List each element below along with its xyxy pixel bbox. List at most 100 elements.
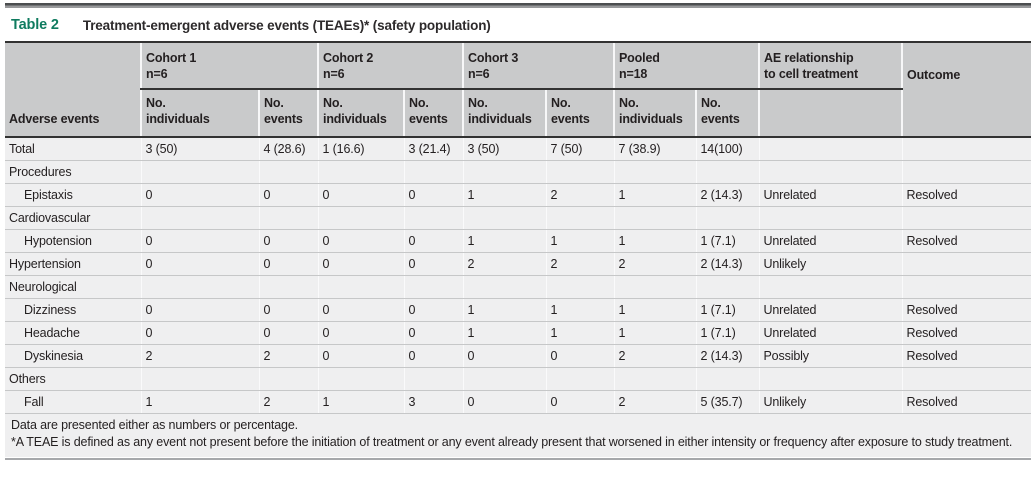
table-cell (140, 160, 259, 184)
col-header-pooled-events: No. events (695, 89, 759, 138)
table-row: Dizziness 0 0 0 0 1 1 1 1 (7.1) Unrelated Resolved (5, 298, 1031, 322)
table-cell: 3 (403, 390, 463, 414)
table-cell (901, 206, 1031, 230)
table-cell: 1 (7.1) (695, 321, 759, 345)
table-cell: 1 (462, 298, 546, 322)
col-group-pooled: Pooled n=18 (613, 43, 759, 90)
table-cell: 2 (14.3) (695, 183, 759, 207)
row-label: Fall (5, 390, 141, 414)
footnote-teae-definition: *A TEAE is defined as any event not pres… (11, 435, 1013, 450)
table-cell: 2 (462, 252, 546, 276)
table-row: Epistaxis 0 0 0 0 1 2 1 2 (14.3) Unrelated Resolve… (5, 183, 1031, 207)
cohort2-label: Cohort 2 (323, 50, 374, 65)
col-header-ae-relationship: AE relationship to cell treatment (758, 43, 902, 90)
category-label: Cardiovascular (5, 206, 141, 230)
table-cell: 0 (140, 183, 259, 207)
outcome-spacer-cell (901, 89, 1031, 138)
table-cell: 0 (403, 298, 463, 322)
table-cell: 1 (545, 298, 614, 322)
col-header-adverse-events: Adverse events (5, 89, 141, 138)
table-cell: 0 (403, 252, 463, 276)
table-cell: 2 (613, 252, 696, 276)
table-cell: 0 (403, 229, 463, 253)
table-cell: 2 (545, 183, 614, 207)
table-cell: 0 (403, 183, 463, 207)
table-cell: Resolved (901, 344, 1031, 368)
table-cell: 0 (140, 298, 259, 322)
table-cell (901, 275, 1031, 299)
table-cell: Resolved (901, 229, 1031, 253)
sub-header-row: Adverse events No. individuals No. event… (5, 89, 1031, 138)
table-row: Hypertension 0 0 0 0 2 2 2 2 (14.3) Unlikely (5, 252, 1031, 276)
table-cell (613, 160, 696, 184)
table-cell: 0 (545, 344, 614, 368)
teae-table: Cohort 1 n=6 Cohort 2 n=6 Cohort 3 n=6 Pool… (5, 43, 1031, 414)
table-cell (901, 137, 1031, 161)
table-cell: 2 (613, 344, 696, 368)
table-cell: 1 (462, 321, 546, 345)
table-footnotes: Data are presented either as numbers or … (5, 413, 1031, 457)
table-cell (613, 206, 696, 230)
category-row: Others (5, 367, 1031, 391)
table-cell: 0 (317, 344, 404, 368)
table-header: Cohort 1 n=6 Cohort 2 n=6 Cohort 3 n=6 Pool… (5, 43, 1031, 138)
row-label: Dizziness (5, 298, 141, 322)
table-cell (317, 160, 404, 184)
table-cell: 0 (140, 229, 259, 253)
cohort1-n: n=6 (146, 66, 168, 81)
table-cell: 0 (140, 321, 259, 345)
table-cell (545, 275, 614, 299)
pooled-n: n=18 (619, 66, 648, 81)
table-cell (695, 160, 759, 184)
table-cell: Resolved (901, 390, 1031, 414)
table-row: Dyskinesia 2 2 0 0 0 0 2 2 (14.3) Possibly Resolve… (5, 344, 1031, 368)
col-group-cohort3: Cohort 3 n=6 (462, 43, 614, 90)
col-header-c2-events: No. events (403, 89, 463, 138)
table-cell: 0 (317, 298, 404, 322)
table-cell (140, 206, 259, 230)
table-title: Treatment-emergent adverse events (TEAEs… (82, 17, 491, 33)
table-cell: 14(100) (695, 137, 759, 161)
cohort3-n: n=6 (468, 66, 490, 81)
table-figure: Table 2 Treatment-emergent adverse event… (5, 3, 1031, 460)
table-cell (901, 160, 1031, 184)
col-group-cohort2: Cohort 2 n=6 (317, 43, 463, 90)
table-cell (695, 275, 759, 299)
category-row: Cardiovascular (5, 206, 1031, 230)
pooled-label: Pooled (619, 50, 660, 65)
cohort3-label: Cohort 3 (468, 50, 519, 65)
table-cell: 1 (140, 390, 259, 414)
table-cell: 4 (28.6) (258, 137, 318, 161)
table-cell: 2 (545, 252, 614, 276)
table-cell: 0 (258, 183, 318, 207)
table-row: Hypotension 0 0 0 0 1 1 1 1 (7.1) Unrelated Resolv… (5, 229, 1031, 253)
table-cell (140, 367, 259, 391)
table-cell: Resolved (901, 321, 1031, 345)
table-cell (695, 367, 759, 391)
table-cell: Unlikely (758, 390, 902, 414)
table-cell (613, 275, 696, 299)
table-cell: 0 (140, 252, 259, 276)
table-cell (545, 206, 614, 230)
table-cell (901, 367, 1031, 391)
category-label: Others (5, 367, 141, 391)
table-cell: 2 (140, 344, 259, 368)
table-cell (403, 367, 463, 391)
table-cell (403, 275, 463, 299)
table-cell (758, 275, 902, 299)
table-cell: 2 (258, 390, 318, 414)
cohort1-label: Cohort 1 (146, 50, 197, 65)
row-label: Dyskinesia (5, 344, 141, 368)
table-cell: 0 (258, 321, 318, 345)
table-cell (317, 275, 404, 299)
row-label: Headache (5, 321, 141, 345)
table-cell (403, 206, 463, 230)
table-cell (545, 160, 614, 184)
blank-header-cell (5, 43, 141, 89)
table-cell: 0 (462, 344, 546, 368)
row-label: Total (5, 137, 141, 161)
table-row: Headache 0 0 0 0 1 1 1 1 (7.1) Unrelated Resolved (5, 321, 1031, 345)
table-cell: 0 (317, 252, 404, 276)
col-header-outcome: Outcome (901, 43, 1031, 89)
table-cell (140, 275, 259, 299)
